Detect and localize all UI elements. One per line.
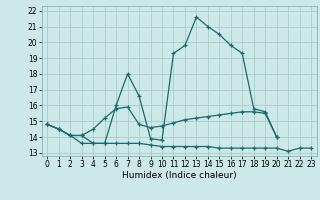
- X-axis label: Humidex (Indice chaleur): Humidex (Indice chaleur): [122, 171, 236, 180]
